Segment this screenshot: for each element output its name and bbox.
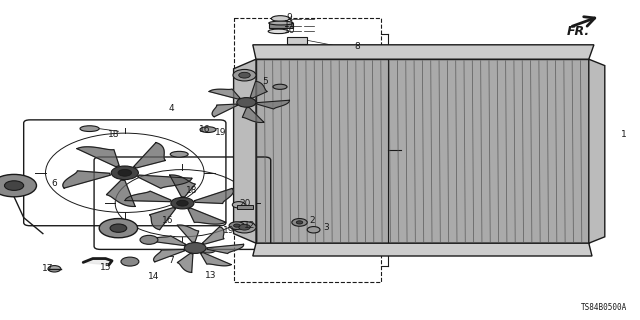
Text: 19: 19	[223, 226, 235, 235]
Circle shape	[111, 166, 138, 180]
Circle shape	[307, 227, 320, 233]
Polygon shape	[125, 191, 171, 202]
Text: 5: 5	[263, 77, 268, 86]
Circle shape	[229, 222, 244, 229]
Circle shape	[99, 219, 138, 238]
Ellipse shape	[269, 21, 293, 25]
Text: 19: 19	[215, 128, 227, 137]
Text: 2: 2	[310, 216, 315, 225]
Ellipse shape	[201, 248, 215, 253]
Text: 8: 8	[355, 42, 360, 51]
Polygon shape	[188, 208, 226, 224]
Polygon shape	[200, 252, 231, 266]
Circle shape	[4, 181, 24, 190]
Ellipse shape	[200, 127, 216, 132]
Polygon shape	[83, 259, 112, 265]
Polygon shape	[177, 253, 193, 272]
Polygon shape	[138, 175, 192, 188]
Text: 1: 1	[621, 130, 627, 139]
Text: 12: 12	[244, 221, 255, 230]
Bar	[269, 23, 293, 28]
Circle shape	[48, 266, 61, 272]
Circle shape	[233, 69, 256, 81]
Circle shape	[0, 174, 36, 197]
Text: 18: 18	[186, 186, 198, 195]
Circle shape	[237, 98, 256, 107]
Text: 9: 9	[287, 13, 292, 22]
Polygon shape	[202, 227, 224, 244]
Text: FR.: FR.	[566, 25, 589, 37]
Ellipse shape	[268, 29, 289, 34]
Polygon shape	[134, 143, 166, 168]
Ellipse shape	[273, 84, 287, 89]
Polygon shape	[250, 81, 268, 98]
Text: 10: 10	[284, 26, 295, 35]
Text: 6: 6	[52, 180, 57, 188]
Text: 18: 18	[108, 130, 119, 139]
Polygon shape	[170, 175, 195, 197]
Polygon shape	[209, 89, 240, 99]
Polygon shape	[243, 108, 264, 123]
Polygon shape	[106, 180, 135, 206]
Circle shape	[232, 202, 245, 208]
Polygon shape	[154, 249, 184, 262]
Text: 4: 4	[169, 104, 174, 113]
Circle shape	[121, 257, 139, 266]
Circle shape	[110, 224, 127, 232]
Polygon shape	[253, 243, 592, 256]
Text: 16: 16	[199, 125, 211, 134]
Polygon shape	[234, 59, 256, 243]
Text: 11: 11	[284, 20, 295, 28]
Polygon shape	[177, 225, 198, 242]
Circle shape	[177, 200, 188, 206]
Polygon shape	[257, 100, 289, 109]
Circle shape	[118, 169, 132, 176]
Circle shape	[292, 219, 307, 226]
Polygon shape	[256, 59, 589, 243]
Text: 20: 20	[239, 199, 251, 208]
Text: 14: 14	[148, 272, 159, 281]
Circle shape	[296, 221, 303, 224]
Polygon shape	[77, 147, 119, 167]
Polygon shape	[195, 188, 234, 204]
Ellipse shape	[271, 16, 289, 21]
Circle shape	[239, 72, 250, 78]
Polygon shape	[150, 208, 175, 230]
Polygon shape	[63, 171, 111, 188]
Circle shape	[171, 197, 194, 209]
Polygon shape	[148, 236, 186, 245]
Bar	[287, 37, 307, 44]
Circle shape	[234, 224, 240, 227]
Text: 15: 15	[100, 263, 111, 272]
Text: 17: 17	[42, 264, 54, 273]
Circle shape	[233, 221, 256, 233]
Circle shape	[140, 236, 158, 244]
Bar	[237, 205, 253, 209]
Polygon shape	[212, 104, 237, 117]
Polygon shape	[589, 59, 605, 243]
Ellipse shape	[170, 151, 188, 157]
Text: TS84B0500A: TS84B0500A	[581, 303, 627, 312]
Circle shape	[239, 224, 250, 230]
Text: 13: 13	[205, 271, 217, 280]
Ellipse shape	[80, 126, 99, 132]
Text: 3: 3	[324, 223, 329, 232]
Polygon shape	[253, 45, 594, 59]
Text: 7: 7	[169, 256, 174, 265]
Polygon shape	[207, 244, 244, 253]
Circle shape	[184, 243, 206, 253]
Bar	[234, 18, 381, 282]
Text: 16: 16	[162, 216, 173, 225]
